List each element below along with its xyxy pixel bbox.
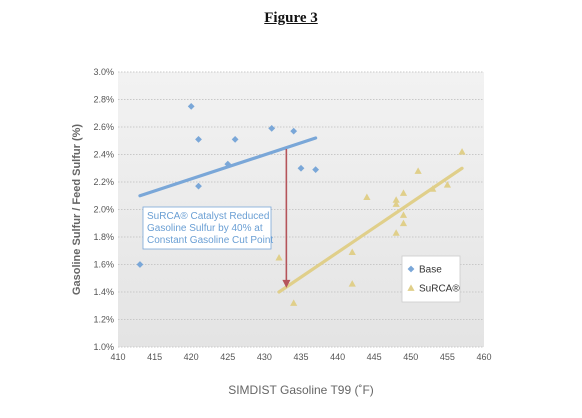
x-tick-label: 450: [403, 352, 418, 362]
x-tick-label: 425: [220, 352, 235, 362]
y-tick-label: 2.6%: [93, 122, 114, 132]
data-point: [231, 135, 239, 143]
legend-box: [401, 255, 461, 303]
legend-marker: [407, 284, 415, 291]
data-point: [392, 196, 400, 203]
data-point: [399, 211, 408, 218]
y-tick-label: 2.8%: [93, 95, 114, 105]
data-point: [392, 200, 400, 207]
data-point: [290, 127, 298, 135]
data-point: [187, 102, 195, 110]
x-axis-label: SIMDIST Gasoline T99 (˚F): [228, 383, 374, 397]
y-tick-label: 2.2%: [93, 177, 114, 187]
data-point: [414, 167, 422, 174]
y-tick-label: 3.0%: [93, 67, 114, 77]
x-tick-label: 430: [257, 352, 272, 362]
x-tick-label: 445: [367, 352, 382, 362]
data-point: [363, 193, 371, 201]
x-tick-label: 435: [293, 352, 308, 362]
data-point: [290, 299, 298, 306]
annotation-text: Gasoline Sulfur by 40% at: [147, 223, 263, 234]
data-point: [348, 248, 356, 256]
figure-title: Figure 3: [264, 10, 318, 26]
data-point: [399, 219, 408, 227]
y-tick-label: 2.0%: [93, 205, 114, 215]
data-point: [297, 164, 305, 172]
data-point: [195, 135, 202, 143]
data-point: [195, 182, 202, 190]
data-point: [312, 166, 320, 174]
y-tick-label: 1.2%: [93, 315, 114, 325]
data-point: [224, 160, 232, 168]
y-tick-label: 1.8%: [93, 232, 114, 242]
y-tick-label: 1.6%: [93, 260, 114, 270]
data-point: [392, 229, 400, 236]
y-tick-label: 1.0%: [93, 342, 114, 352]
data-point: [348, 280, 356, 287]
x-tick-label: 420: [184, 352, 199, 362]
y-tick-label: 1.4%: [93, 287, 114, 297]
x-tick-label: 460: [476, 352, 491, 362]
legend-label: Base: [419, 265, 442, 276]
legend-marker: [407, 265, 415, 273]
data-point: [136, 261, 144, 268]
data-point: [399, 189, 408, 196]
x-tick-label: 410: [110, 352, 125, 362]
x-tick-label: 440: [330, 352, 345, 362]
arrow-head-icon: [282, 279, 291, 288]
x-tick-label: 455: [440, 352, 455, 362]
annotation-text: Constant Gasoline Cut Point: [147, 235, 273, 246]
legend-label: SuRCA®: [419, 284, 460, 295]
annotation-text: SuRCA® Catalyst Reduced: [147, 211, 269, 222]
data-point: [268, 124, 276, 132]
x-tick-label: 415: [147, 352, 162, 362]
data-point: [458, 148, 466, 155]
y-axis-label: Gasoline Sulfur / Feed Sulfur (%): [71, 124, 83, 295]
data-point: [429, 185, 437, 192]
y-tick-label: 2.4%: [93, 150, 114, 160]
data-point: [443, 181, 451, 188]
data-point: [275, 254, 283, 261]
annotation-box: [142, 206, 272, 250]
